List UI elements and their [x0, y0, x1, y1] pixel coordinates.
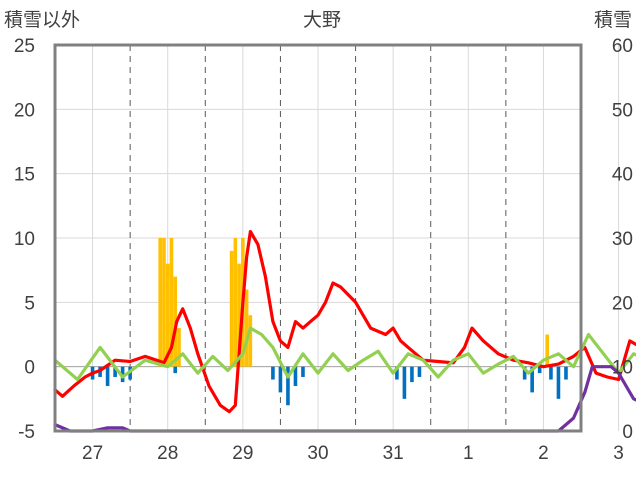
bar [120, 366, 125, 383]
bar [410, 366, 414, 383]
bar [545, 334, 549, 367]
left-tick-label: 0 [24, 358, 35, 379]
bar [237, 263, 241, 367]
plot-frame [53, 43, 583, 433]
x-tick-label: 31 [383, 443, 404, 464]
left-tick-label: 5 [24, 293, 35, 314]
left-tick-label: 25 [14, 36, 35, 57]
x-tick-label: 3 [613, 443, 624, 464]
bar [165, 263, 170, 367]
bar [177, 328, 181, 367]
right-tick-label: 30 [612, 229, 633, 250]
left-axis-title: 積雪以外 [4, 9, 80, 31]
series-line [53, 230, 636, 414]
right-tick-label: 60 [612, 36, 633, 57]
bar [162, 238, 166, 367]
right-tick-label: 0 [622, 422, 633, 443]
bar-layer [90, 238, 568, 406]
right-tick-label: 40 [612, 165, 633, 186]
bar [244, 289, 249, 367]
left-tick-label: -5 [18, 422, 35, 443]
gridlines [55, 45, 620, 431]
bar [229, 250, 234, 367]
bar [564, 366, 568, 380]
bar [417, 366, 422, 377]
chart-title: 大野 [303, 9, 341, 31]
x-tick-label: 27 [82, 443, 103, 464]
x-tick-label: 28 [157, 443, 178, 464]
bar [169, 238, 174, 367]
x-tick-label: 29 [232, 443, 253, 464]
left-tick-label: 20 [14, 100, 35, 121]
x-tick-label: 2 [538, 443, 549, 464]
x-tick-label: 30 [307, 443, 328, 464]
series-line [53, 326, 636, 382]
right-axis-title: 積雪 [594, 9, 632, 31]
bar [105, 366, 110, 386]
bar [293, 366, 298, 386]
bar [173, 366, 178, 374]
bar [248, 315, 253, 367]
left-tick-label: 15 [14, 165, 35, 186]
bar [522, 366, 527, 380]
plot-border [53, 43, 583, 433]
right-tick-label: 50 [612, 100, 633, 121]
bar [556, 366, 561, 399]
series-line [53, 365, 636, 433]
right-tick-label: 20 [612, 293, 633, 314]
left-tick-label: 10 [14, 229, 35, 250]
bar [530, 366, 534, 393]
bar [549, 366, 553, 380]
bar [271, 366, 275, 380]
bar [402, 366, 407, 399]
right-tick-label: 10 [612, 358, 633, 379]
bar [301, 366, 305, 377]
bar [537, 366, 542, 374]
tick-labels: -505101520250102030405060272829303112345 [14, 36, 633, 464]
bar [395, 366, 399, 380]
bar [286, 366, 290, 406]
x-tick-label: 1 [463, 443, 474, 464]
bar [278, 366, 283, 393]
bar [158, 238, 162, 367]
bar [113, 366, 117, 377]
bar [233, 238, 238, 367]
line-layer [53, 230, 636, 433]
